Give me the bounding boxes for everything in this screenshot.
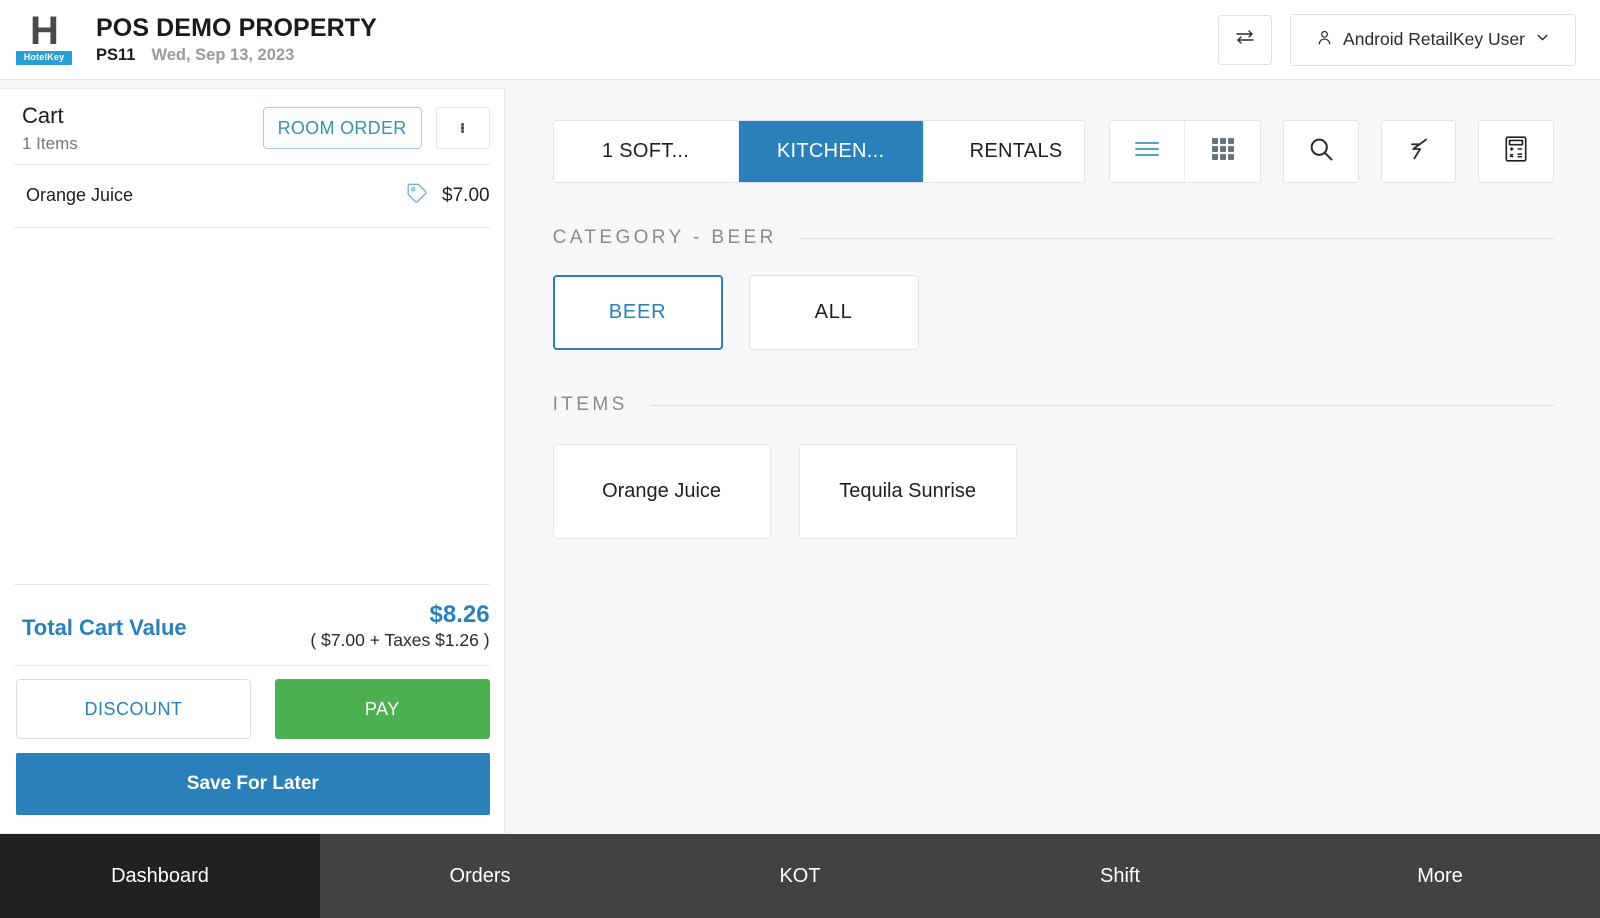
logo-wordmark: HotelKey xyxy=(15,51,73,66)
catalog-toolbar: 1 SOFT... KITCHEN... RENTALS xyxy=(552,120,1555,183)
cart-header-text: Cart 1 Items xyxy=(22,103,78,153)
exchange-arrows-icon xyxy=(1233,25,1257,54)
more-vertical-icon xyxy=(460,122,465,134)
person-icon xyxy=(1315,28,1334,52)
bottom-navigation: Dashboard Orders KOT Shift More xyxy=(0,834,1600,918)
pay-button[interactable]: PAY xyxy=(275,679,490,739)
category-chip-row: BEER ALL xyxy=(552,275,1554,350)
grid-view-icon xyxy=(1210,136,1236,167)
header-actions: Android RetailKey User xyxy=(1218,13,1576,66)
property-code: PS11 xyxy=(96,45,136,64)
total-breakdown: ( $7.00 + Taxes $1.26 ) xyxy=(310,629,490,650)
nav-item-shift[interactable]: Shift xyxy=(960,834,1280,918)
search-button[interactable] xyxy=(1283,120,1359,183)
search-icon xyxy=(1307,135,1335,168)
outlet-tabs: 1 SOFT... KITCHEN... RENTALS xyxy=(552,120,1085,183)
cart-panel: Cart 1 Items ROOM ORDER Orange Juice xyxy=(0,88,505,834)
category-section-header: CATEGORY - BEER xyxy=(553,227,1554,249)
divider xyxy=(14,164,490,165)
divider xyxy=(798,237,1554,239)
divider xyxy=(14,227,490,228)
brand-block: H HotelKey POS DEMO PROPERTY PS11 Wed, S… xyxy=(14,9,377,71)
cart-action-buttons: DISCOUNT PAY xyxy=(0,666,504,739)
cart-line-price: $7.00 xyxy=(442,184,490,206)
chevron-down-icon xyxy=(1534,29,1551,51)
property-subtitle: PS11 Wed, Sep 13, 2023 xyxy=(96,47,377,64)
cart-line-right: $7.00 xyxy=(405,181,490,210)
divider xyxy=(14,665,490,666)
cart-total-row: Total Cart Value $8.26 ( $7.00 + Taxes $… xyxy=(0,585,504,666)
cart-more-menu-button[interactable] xyxy=(435,107,490,149)
items-section-header: ITEMS xyxy=(553,394,1554,416)
room-order-button[interactable]: ROOM ORDER xyxy=(262,107,422,149)
list-view-button[interactable] xyxy=(1110,121,1185,182)
category-section-label: CATEGORY - BEER xyxy=(552,227,777,248)
switch-property-button[interactable] xyxy=(1218,14,1272,65)
page-title: POS DEMO PROPERTY xyxy=(96,13,377,42)
grid-view-button[interactable] xyxy=(1185,121,1260,182)
nav-item-more[interactable]: More xyxy=(1280,834,1600,918)
cart-item-count: 1 Items xyxy=(22,134,78,153)
item-card-orange-juice[interactable]: Orange Juice xyxy=(552,444,771,539)
list-view-icon xyxy=(1132,138,1162,165)
items-section-label: ITEMS xyxy=(552,394,628,415)
user-name-label: Android RetailKey User xyxy=(1343,29,1525,49)
business-date: Wed, Sep 13, 2023 xyxy=(151,45,295,64)
tab-kitchen[interactable]: KITCHEN... xyxy=(738,121,924,182)
flash-icon xyxy=(1405,135,1433,168)
divider xyxy=(14,583,490,585)
cart-line-item[interactable]: Orange Juice $7.00 xyxy=(0,165,504,227)
view-toggle-group xyxy=(1108,120,1262,183)
hotelkey-logo: H HotelKey xyxy=(14,9,74,71)
category-chip-beer[interactable]: BEER xyxy=(552,275,723,350)
discount-button[interactable]: DISCOUNT xyxy=(16,679,251,739)
category-chip-all[interactable]: ALL xyxy=(748,275,919,350)
nav-item-dashboard[interactable]: Dashboard xyxy=(0,834,320,918)
cart-empty-space xyxy=(0,228,504,584)
price-tag-icon xyxy=(405,181,429,210)
cart-line-name: Orange Juice xyxy=(26,185,134,205)
app-body: Cart 1 Items ROOM ORDER Orange Juice xyxy=(0,80,1600,834)
divider xyxy=(649,404,1554,406)
item-card-row: Orange Juice Tequila Sunrise xyxy=(552,444,1554,539)
total-amount: $8.26 xyxy=(429,600,490,628)
nav-item-kot[interactable]: KOT xyxy=(640,834,960,918)
tab-rentals[interactable]: RENTALS xyxy=(923,121,1084,182)
cart-header: Cart 1 Items ROOM ORDER xyxy=(0,89,504,164)
quick-action-button[interactable] xyxy=(1380,120,1457,183)
cart-header-actions: ROOM ORDER xyxy=(262,105,490,149)
save-for-later-button[interactable]: Save For Later xyxy=(16,753,490,815)
calculator-button[interactable] xyxy=(1478,120,1555,183)
calculator-icon xyxy=(1503,135,1529,168)
logo-letter: H xyxy=(30,8,59,53)
app-header: H HotelKey POS DEMO PROPERTY PS11 Wed, S… xyxy=(0,0,1600,80)
property-info: POS DEMO PROPERTY PS11 Wed, Sep 13, 2023 xyxy=(96,13,377,64)
user-menu-button[interactable]: Android RetailKey User xyxy=(1290,13,1576,66)
total-cart-value-label: Total Cart Value xyxy=(22,614,187,640)
catalog-content: 1 SOFT... KITCHEN... RENTALS xyxy=(505,88,1600,834)
cart-title: Cart xyxy=(22,103,64,128)
tab-soft[interactable]: 1 SOFT... xyxy=(553,121,739,182)
nav-item-orders[interactable]: Orders xyxy=(320,834,640,918)
item-card-tequila-sunrise[interactable]: Tequila Sunrise xyxy=(798,444,1017,539)
cart-total-values: $8.26 ( $7.00 + Taxes $1.26 ) xyxy=(310,600,490,650)
